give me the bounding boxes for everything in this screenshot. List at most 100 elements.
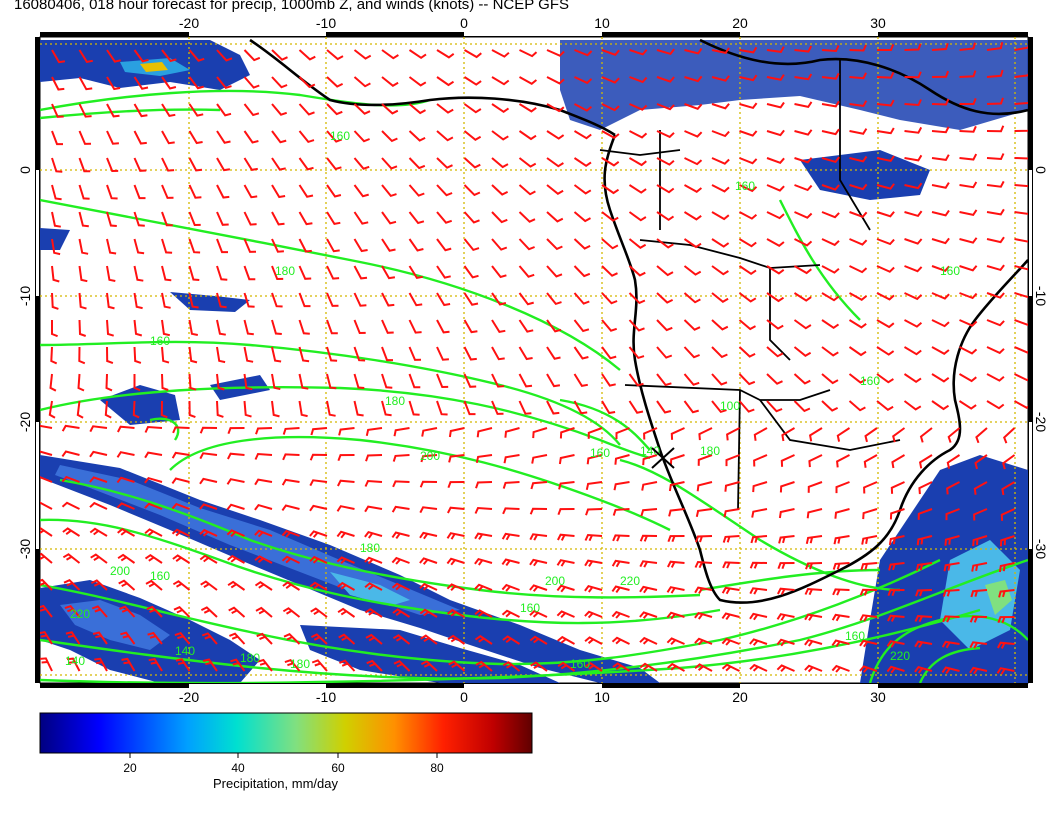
wind-barb	[271, 103, 288, 116]
wind-barb	[78, 292, 87, 310]
wind-barb	[766, 400, 783, 413]
wind-barb	[656, 130, 675, 139]
wind-barb	[808, 427, 823, 442]
wind-barb	[628, 319, 645, 332]
wind-barb	[529, 635, 548, 645]
wind-barb	[639, 534, 658, 542]
wind-barb	[794, 129, 813, 136]
wind-barb	[585, 481, 603, 491]
lon-labels-top: -20 -10 0 10 20 30	[179, 15, 886, 31]
map-title: 16080406, 018 hour forecast for precip, …	[14, 0, 569, 13]
wind-barb	[40, 657, 53, 672]
wind-barb	[133, 76, 149, 90]
wind-barb	[408, 319, 422, 334]
wind-barb	[886, 665, 905, 674]
wind-barb	[781, 427, 796, 442]
lat-label-right-1: 0	[1033, 166, 1049, 174]
wind-barb	[463, 103, 482, 114]
wind-barb	[739, 74, 758, 82]
wind-barb	[381, 265, 396, 280]
wind-barb	[738, 292, 757, 303]
wind-barb	[160, 400, 168, 419]
wind-barb	[931, 70, 950, 78]
wind-barb	[243, 130, 259, 144]
wind-barb	[474, 634, 493, 645]
wind-barb	[420, 454, 438, 463]
wind-barb	[529, 507, 548, 515]
wind-barb	[667, 560, 685, 568]
wind-barb	[446, 532, 465, 540]
wind-barb	[172, 580, 191, 591]
wind-barb	[531, 454, 548, 464]
wind-barb	[78, 103, 92, 118]
wind-barb	[821, 156, 840, 164]
wind-barb	[656, 157, 675, 166]
wind-barb	[684, 75, 703, 83]
wind-barb	[271, 157, 286, 171]
wind-barb	[475, 660, 493, 672]
wind-barb	[310, 633, 328, 645]
wind-barb	[986, 125, 1005, 133]
wind-barb	[326, 103, 343, 116]
wind-barb	[975, 427, 988, 444]
wind-barb	[226, 478, 245, 485]
wind-barb	[726, 427, 740, 441]
wind-barb	[876, 99, 895, 107]
wind-barb	[944, 535, 960, 546]
wind-barb	[78, 238, 89, 255]
wind-barb	[133, 130, 147, 145]
wind-barb	[518, 130, 537, 141]
colorbar: 20 40 60 80	[39, 712, 533, 775]
wind-barb	[945, 508, 960, 521]
wind-barb	[711, 400, 727, 414]
wind-barb	[282, 581, 301, 591]
wind-barb	[254, 452, 273, 460]
wind-barb	[766, 46, 785, 53]
wind-barb	[821, 373, 839, 385]
wind-barb	[749, 587, 768, 595]
wind-barb	[959, 319, 978, 327]
wind-barb	[903, 346, 922, 356]
lon-label-top-2: -10	[316, 15, 336, 31]
wind-barb	[62, 527, 81, 537]
wind-barb	[171, 451, 190, 459]
wind-barb	[216, 130, 231, 144]
wind-barb	[904, 154, 923, 162]
wind-barb	[794, 73, 813, 81]
wind-barb	[656, 319, 673, 332]
wind-barb	[226, 503, 245, 511]
wind-barb	[848, 346, 867, 357]
wind-barb	[336, 556, 355, 564]
wind-barb	[78, 319, 87, 337]
wind-barb	[229, 632, 246, 645]
wind-barb	[144, 502, 163, 510]
wind-barb	[794, 238, 813, 247]
wind-barb	[766, 346, 784, 358]
wind-barb	[216, 238, 228, 254]
wind-barb	[628, 211, 647, 222]
wind-barb	[986, 41, 1004, 51]
wind-barb	[1014, 101, 1028, 105]
wind-barb	[614, 454, 630, 465]
wind-barb	[353, 373, 365, 389]
wind-barb	[40, 630, 53, 645]
wind-barb	[959, 181, 978, 189]
wind-barb	[766, 129, 785, 137]
wind-barb	[904, 319, 923, 328]
wind-barb	[997, 641, 1015, 649]
wind-barb	[684, 130, 703, 138]
wind-barb	[794, 101, 813, 109]
wind-barb	[832, 562, 850, 570]
wind-barb	[695, 535, 713, 543]
wind-barb	[557, 508, 575, 516]
wind-barb	[254, 555, 273, 564]
wind-barb	[558, 481, 575, 490]
wind-barb	[722, 535, 740, 543]
wind-barb	[491, 373, 505, 388]
wind-barb	[436, 319, 450, 334]
wind-barb	[436, 292, 451, 307]
wind-barb	[972, 535, 988, 547]
wind-barb	[529, 533, 548, 541]
wind-barb	[859, 588, 878, 596]
wind-barb	[722, 561, 740, 569]
